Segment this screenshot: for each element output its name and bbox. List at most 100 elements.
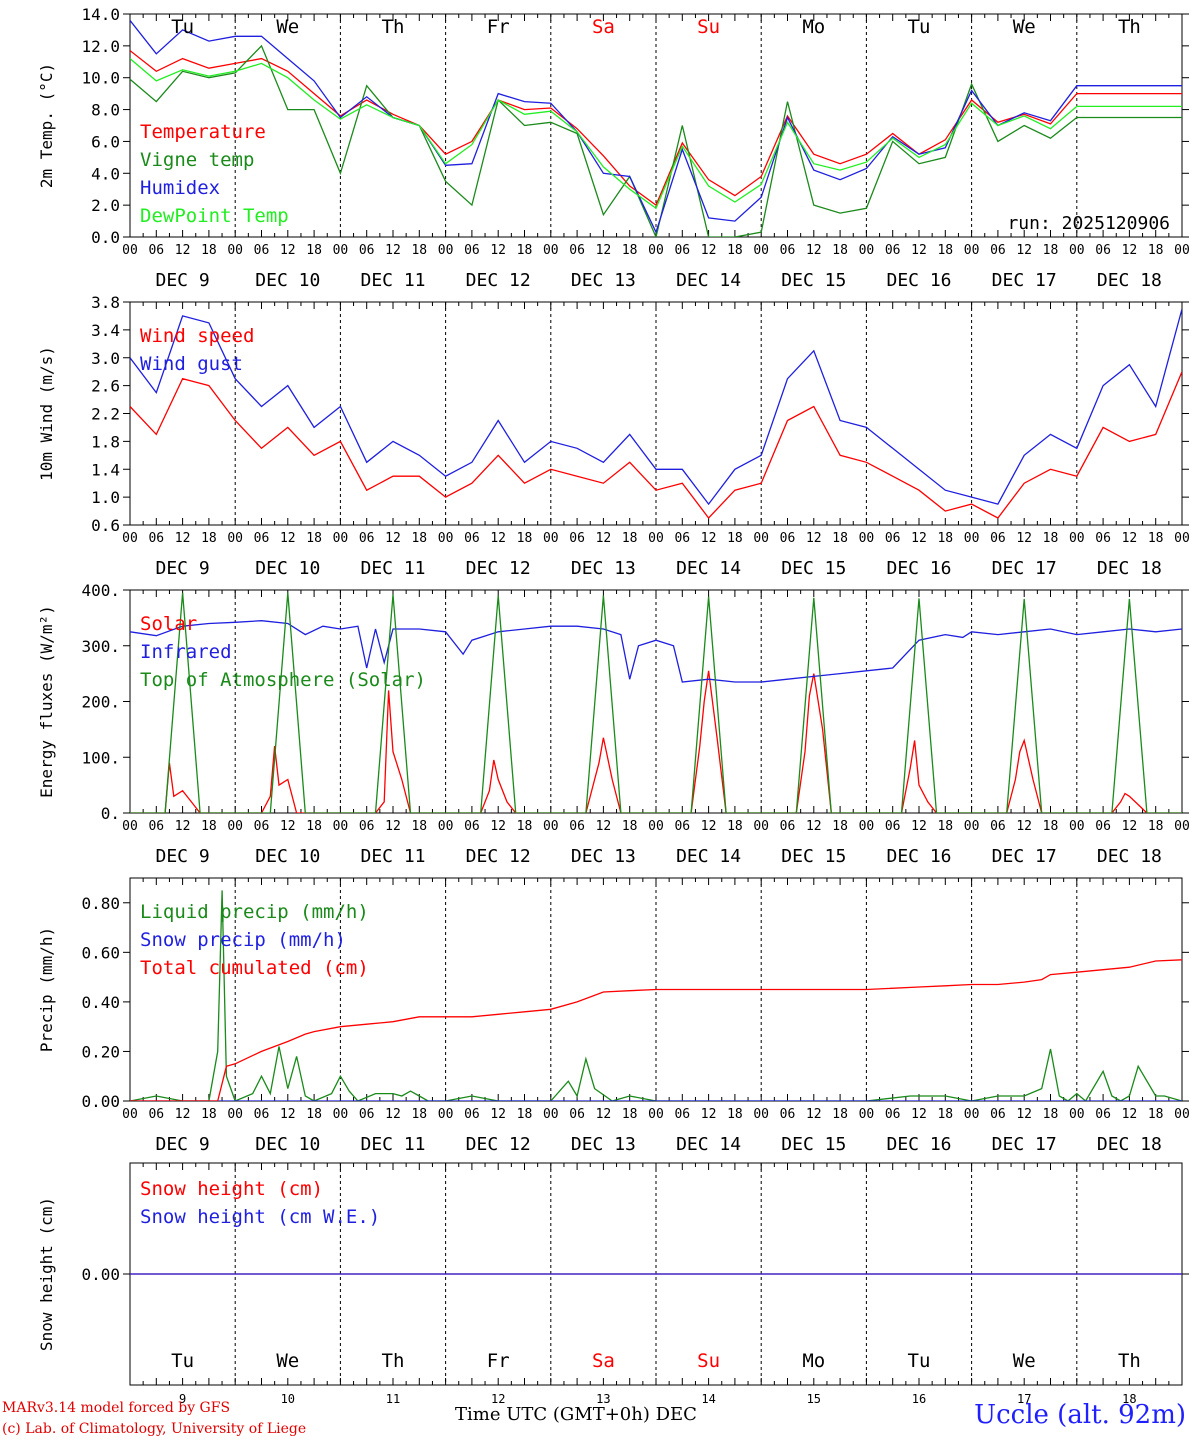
- hour-tick-label: 12: [806, 243, 822, 258]
- y-tick-label: 0.: [101, 804, 120, 823]
- legend-entry: Liquid precip (mm/h): [140, 901, 369, 923]
- day-label: DEC 18: [1097, 270, 1162, 291]
- hour-tick-label: 18: [201, 243, 217, 258]
- day-label: DEC 13: [571, 1134, 636, 1155]
- hour-tick-label: 12: [911, 819, 927, 834]
- hour-tick-label: 18: [832, 531, 848, 546]
- hour-tick-label: 00: [438, 243, 454, 258]
- hour-tick-label: 12: [701, 1107, 717, 1122]
- day-label: DEC 9: [156, 270, 210, 291]
- hour-tick-label: 12: [1122, 243, 1138, 258]
- hour-tick-label: 00: [438, 1107, 454, 1122]
- hour-tick-label: 12: [490, 819, 506, 834]
- hour-tick-label: 06: [780, 531, 796, 546]
- y-axis-label: 2m Temp. (°C): [37, 63, 56, 188]
- hour-tick-label: 00: [333, 819, 349, 834]
- hour-tick-label: 06: [990, 531, 1006, 546]
- hour-tick-label: 00: [543, 819, 559, 834]
- hour-tick-label: 06: [885, 1107, 901, 1122]
- day-label: DEC 17: [992, 270, 1057, 291]
- y-tick-label: 0.00: [81, 1265, 120, 1284]
- hour-tick-label: 18: [832, 1107, 848, 1122]
- hour-tick-label: 00: [122, 531, 138, 546]
- hour-tick-label: 18: [1148, 243, 1164, 258]
- hour-tick-label: 00: [1174, 1107, 1190, 1122]
- day-label: DEC 10: [255, 558, 320, 579]
- weekday-label: Th: [1118, 16, 1141, 38]
- run-label: run: 2025120906: [1007, 213, 1170, 234]
- hour-tick-label: 06: [254, 243, 270, 258]
- hour-tick-label: 12: [1122, 1107, 1138, 1122]
- hour-tick-label: 18: [1043, 819, 1059, 834]
- day-number: 13: [596, 1392, 610, 1406]
- y-tick-label: 0.60: [81, 943, 120, 962]
- legend-entry: Snow precip (mm/h): [140, 929, 346, 951]
- hour-tick-label: 12: [596, 819, 612, 834]
- station-label: Uccle (alt. 92m): [974, 1400, 1186, 1430]
- panel-3: 00 06 12 18 00 06 12 18 00 06 12 18 00 06 12 18 00 06 12 18…: [37, 581, 1190, 867]
- hour-tick-label: 06: [148, 243, 164, 258]
- hour-tick-label: 18: [832, 243, 848, 258]
- y-tick-label: 0.0: [91, 228, 120, 247]
- hour-tick-label: 06: [569, 243, 585, 258]
- hour-tick-label: 12: [701, 819, 717, 834]
- y-tick-label: 14.0: [81, 5, 120, 24]
- day-number: 16: [912, 1392, 926, 1406]
- hour-tick-label: 00: [648, 1107, 664, 1122]
- day-label: DEC 10: [255, 846, 320, 867]
- weekday-label: Tu: [171, 16, 194, 38]
- hour-tick-label: 18: [1043, 531, 1059, 546]
- legend-entry: Top of Atmosphere (Solar): [140, 669, 426, 691]
- hour-tick-label: 06: [990, 819, 1006, 834]
- hour-tick-label: 12: [911, 243, 927, 258]
- weekday-label: Su: [697, 1350, 720, 1372]
- day-label: DEC 12: [466, 846, 531, 867]
- weekday-label: Su: [697, 16, 720, 38]
- hour-tick-label: 00: [964, 243, 980, 258]
- day-number: 9: [179, 1392, 186, 1406]
- hour-tick-label: 12: [385, 531, 401, 546]
- day-label: DEC 17: [992, 1134, 1057, 1155]
- hour-tick-label: 06: [254, 1107, 270, 1122]
- legend-entry: Solar: [140, 613, 197, 635]
- hour-tick-label: 06: [1095, 819, 1111, 834]
- y-tick-label: 2.6: [91, 377, 120, 396]
- hour-tick-label: 18: [411, 243, 427, 258]
- hour-tick-label: 00: [964, 819, 980, 834]
- lab-credit: (c) Lab. of Climatology, University of L…: [2, 1421, 307, 1437]
- y-tick-label: 8.0: [91, 101, 120, 120]
- weekday-label: Mo: [802, 16, 825, 38]
- weekday-label: We: [276, 1350, 299, 1372]
- hour-tick-label: 18: [622, 531, 638, 546]
- hour-tick-label: 18: [622, 1107, 638, 1122]
- hour-tick-label: 06: [990, 1107, 1006, 1122]
- y-tick-label: 3.4: [91, 321, 120, 340]
- hour-tick-label: 12: [806, 819, 822, 834]
- y-tick-label: 400.: [81, 581, 120, 600]
- day-label: DEC 11: [360, 846, 425, 867]
- day-label: DEC 14: [676, 270, 741, 291]
- y-tick-label: 0.40: [81, 993, 120, 1012]
- hour-tick-label: 00: [1069, 531, 1085, 546]
- hour-tick-label: 00: [1174, 243, 1190, 258]
- hour-tick-label: 12: [806, 531, 822, 546]
- day-number: 15: [807, 1392, 821, 1406]
- hour-tick-label: 00: [648, 531, 664, 546]
- weekday-label: Mo: [802, 1350, 825, 1372]
- y-tick-label: 12.0: [81, 37, 120, 56]
- hour-tick-label: 12: [806, 1107, 822, 1122]
- hour-tick-label: 00: [122, 243, 138, 258]
- y-tick-label: 2.0: [91, 196, 120, 215]
- y-tick-label: 3.0: [91, 349, 120, 368]
- hour-tick-label: 00: [859, 243, 875, 258]
- hour-tick-label: 00: [648, 243, 664, 258]
- hour-tick-label: 06: [780, 243, 796, 258]
- hour-tick-label: 00: [227, 819, 243, 834]
- legend-entry: Total cumulated (cm): [140, 957, 369, 979]
- hour-tick-label: 18: [937, 1107, 953, 1122]
- hour-tick-label: 06: [674, 243, 690, 258]
- hour-tick-label: 12: [385, 819, 401, 834]
- weekday-label: We: [1013, 1350, 1036, 1372]
- series-line-wind-speed: [130, 371, 1182, 520]
- series-line-temperature: [130, 50, 1182, 207]
